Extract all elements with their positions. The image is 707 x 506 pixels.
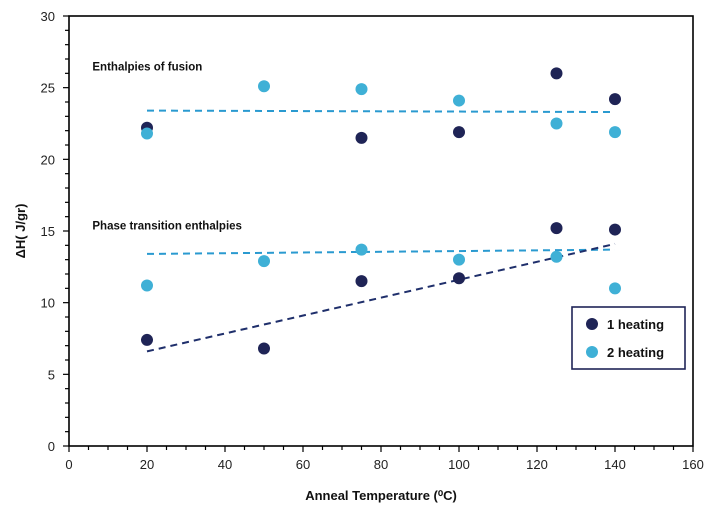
data-point-2-heating <box>453 94 465 107</box>
y-tick-label: 0 <box>48 439 55 454</box>
y-tick-label: 15 <box>41 224 55 239</box>
data-point-1-heating <box>550 67 563 80</box>
legend-label: 1 heating <box>607 317 664 332</box>
x-tick-label: 40 <box>218 457 232 472</box>
x-tick-label: 20 <box>140 457 154 472</box>
data-point-1-heating <box>550 222 563 235</box>
data-point-1-heating <box>355 275 368 288</box>
y-tick-label: 30 <box>41 9 55 24</box>
x-tick-label: 0 <box>65 457 72 472</box>
x-tick-label: 160 <box>682 457 704 472</box>
y-axis: 0 5 10 15 20 25 30 <box>41 9 69 454</box>
data-point-2-heating <box>453 253 465 266</box>
trendline <box>146 109 616 114</box>
x-axis-title: Anneal Temperature (⁰C) <box>305 488 457 503</box>
y-tick-label: 25 <box>41 81 55 96</box>
annotation-label: Enthalpies of fusion <box>92 61 202 73</box>
axes: 0 20 40 60 80 100 120 140 160 0 5 10 15 20 25 30 Anneal … <box>13 9 704 503</box>
y-axis-title: ΔH( J/gr) <box>13 204 28 259</box>
data-point-2-heating <box>550 117 563 130</box>
data-point-1-heating <box>453 126 465 139</box>
legend-label: 2 heating <box>607 345 664 360</box>
data-point-2-heating <box>141 279 153 292</box>
data-point-2-heating <box>550 250 563 263</box>
y-tick-label: 20 <box>41 152 55 167</box>
y-tick-label: 5 <box>48 367 55 382</box>
trendline <box>146 248 616 255</box>
trendlines <box>146 109 616 353</box>
annotation-label: Phase transition enthalpies <box>92 221 242 233</box>
legend-box <box>571 306 686 370</box>
legend-marker <box>586 318 598 330</box>
y-tick-label: 10 <box>41 296 55 311</box>
data-point-2-heating <box>355 83 368 96</box>
trendline <box>146 242 616 353</box>
annotations: Enthalpies of fusion Phase transition ent… <box>92 61 242 232</box>
data-points <box>141 67 621 355</box>
data-point-1-heating <box>355 131 368 144</box>
legend: 1 heating 2 heating <box>571 306 686 370</box>
x-axis: 0 20 40 60 80 100 120 140 160 <box>65 446 704 472</box>
x-tick-label: 100 <box>448 457 470 472</box>
x-tick-label: 120 <box>526 457 548 472</box>
x-tick-label: 80 <box>374 457 388 472</box>
data-point-1-heating <box>609 93 621 106</box>
x-tick-label: 60 <box>296 457 310 472</box>
data-point-2-heating <box>609 126 621 139</box>
data-point-2-heating <box>258 80 270 93</box>
data-point-1-heating <box>609 223 621 236</box>
data-point-2-heating <box>355 243 368 256</box>
data-point-1-heating <box>141 333 153 346</box>
data-point-1-heating <box>258 342 270 355</box>
legend-marker <box>586 346 598 358</box>
data-point-1-heating <box>453 272 465 285</box>
data-point-2-heating <box>141 127 153 140</box>
data-point-2-heating <box>258 255 270 268</box>
x-tick-label: 140 <box>604 457 626 472</box>
data-point-2-heating <box>609 282 621 295</box>
